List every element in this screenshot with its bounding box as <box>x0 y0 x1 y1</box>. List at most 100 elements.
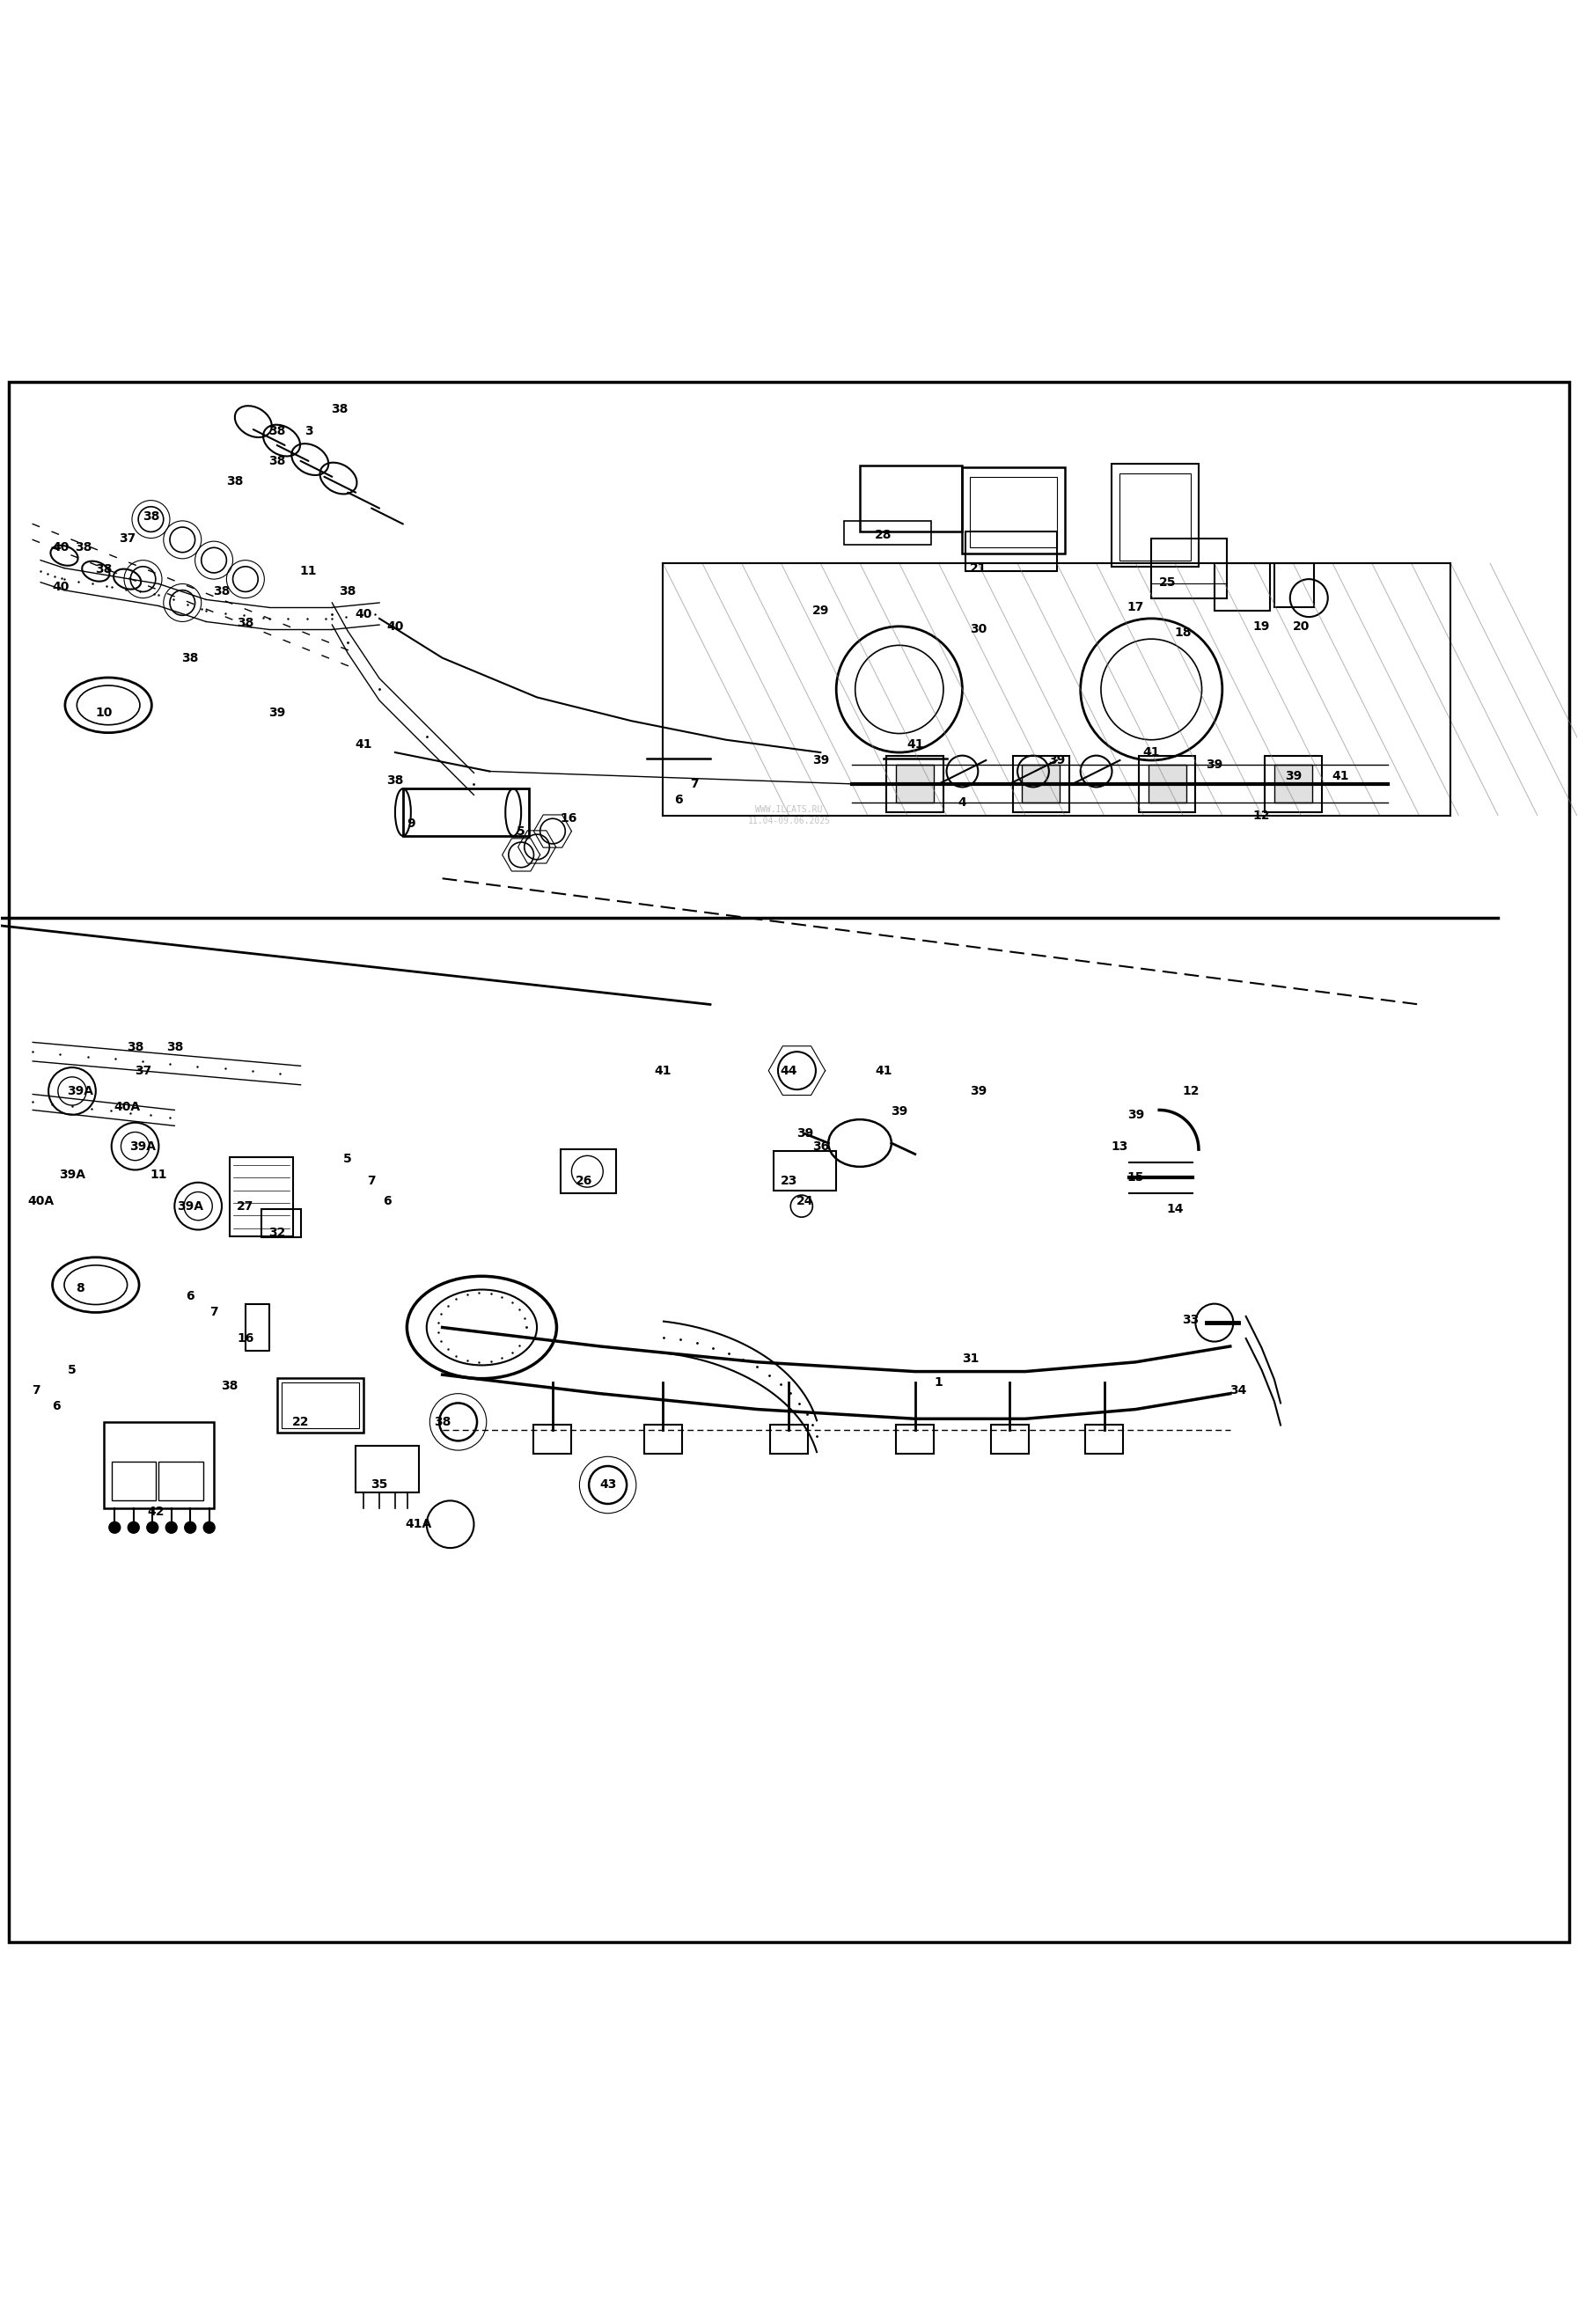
Text: 20: 20 <box>1292 621 1310 632</box>
Text: 39: 39 <box>797 1127 813 1139</box>
Text: 39: 39 <box>969 1085 986 1097</box>
Bar <box>1139 755 1196 813</box>
Bar <box>644 1425 682 1452</box>
Bar <box>1152 539 1228 597</box>
Text: 34: 34 <box>1229 1385 1247 1397</box>
Text: 38: 38 <box>268 425 286 437</box>
Text: 9: 9 <box>407 818 415 830</box>
Text: 39: 39 <box>1048 753 1065 767</box>
Text: 38: 38 <box>95 562 112 576</box>
Text: 38: 38 <box>434 1415 451 1427</box>
Bar <box>860 465 963 532</box>
Text: 26: 26 <box>576 1174 593 1188</box>
Text: 38: 38 <box>221 1380 238 1392</box>
Text: 40: 40 <box>355 607 372 621</box>
Bar <box>1266 755 1321 813</box>
Text: 38: 38 <box>237 618 254 630</box>
Text: 5: 5 <box>68 1364 76 1376</box>
Bar <box>1112 465 1199 567</box>
Text: 22: 22 <box>292 1415 309 1427</box>
Text: 28: 28 <box>874 530 892 541</box>
Text: 40: 40 <box>52 581 69 593</box>
Text: 6: 6 <box>52 1399 60 1413</box>
Text: 7: 7 <box>32 1385 39 1397</box>
Bar <box>963 467 1065 553</box>
Bar <box>159 1462 204 1501</box>
Bar <box>844 521 931 544</box>
Text: 39A: 39A <box>177 1199 204 1213</box>
Text: 21: 21 <box>969 562 986 574</box>
Text: 38: 38 <box>226 476 243 488</box>
Text: 13: 13 <box>1111 1141 1128 1153</box>
Text: 40: 40 <box>52 541 69 553</box>
Text: 39: 39 <box>892 1106 907 1118</box>
Text: 33: 33 <box>1182 1313 1199 1325</box>
Bar <box>1013 755 1070 813</box>
Text: 39: 39 <box>1284 769 1302 783</box>
Text: 16: 16 <box>237 1332 254 1346</box>
Text: 38: 38 <box>126 1041 144 1053</box>
Text: 41: 41 <box>906 739 923 751</box>
Text: 41A: 41A <box>406 1518 432 1532</box>
Text: 31: 31 <box>961 1353 978 1364</box>
Bar <box>281 1383 358 1429</box>
Text: 40A: 40A <box>114 1102 140 1113</box>
Bar <box>896 765 934 802</box>
Bar <box>1086 1425 1124 1452</box>
Bar <box>1023 765 1060 802</box>
Text: 38: 38 <box>213 586 230 597</box>
Bar <box>970 476 1057 548</box>
Text: 38: 38 <box>142 509 159 523</box>
Bar <box>770 1425 808 1452</box>
Text: 7: 7 <box>368 1174 376 1188</box>
Bar <box>991 1425 1029 1452</box>
Text: 38: 38 <box>181 651 199 665</box>
Text: 11: 11 <box>300 565 317 576</box>
Circle shape <box>147 1522 159 1534</box>
Text: 29: 29 <box>813 604 828 616</box>
Text: 27: 27 <box>237 1199 254 1213</box>
Text: 32: 32 <box>268 1227 286 1239</box>
Text: 36: 36 <box>813 1141 828 1153</box>
Text: 38: 38 <box>331 402 349 416</box>
Text: 10: 10 <box>95 706 112 718</box>
Text: 41: 41 <box>655 1064 672 1076</box>
Circle shape <box>185 1522 197 1534</box>
Text: 16: 16 <box>560 813 578 825</box>
Bar <box>966 532 1057 572</box>
Text: 41: 41 <box>1332 769 1349 783</box>
Bar <box>355 1446 418 1492</box>
Text: 43: 43 <box>600 1478 617 1492</box>
Text: 24: 24 <box>797 1195 813 1208</box>
Text: WWW.ILCATS.RU
11.04-09.06.2025: WWW.ILCATS.RU 11.04-09.06.2025 <box>748 806 830 825</box>
Text: 37: 37 <box>134 1064 151 1076</box>
Circle shape <box>128 1522 140 1534</box>
Text: 7: 7 <box>210 1306 218 1318</box>
Text: 41: 41 <box>874 1064 892 1076</box>
Text: 39: 39 <box>1206 760 1223 772</box>
Bar <box>402 788 529 837</box>
Bar <box>278 1378 363 1434</box>
Text: 39A: 39A <box>58 1169 85 1181</box>
Text: 25: 25 <box>1158 576 1176 588</box>
Text: 15: 15 <box>1127 1171 1144 1183</box>
Bar <box>1275 765 1311 802</box>
Bar <box>104 1422 215 1508</box>
Text: 6: 6 <box>674 792 683 806</box>
Text: 18: 18 <box>1174 627 1191 639</box>
Bar <box>1215 562 1270 611</box>
Bar <box>887 755 944 813</box>
Text: 30: 30 <box>969 623 986 637</box>
Bar <box>1120 474 1191 560</box>
Text: 7: 7 <box>690 779 699 790</box>
Bar <box>773 1150 836 1190</box>
Bar <box>1149 765 1187 802</box>
Text: 40A: 40A <box>27 1195 54 1208</box>
Text: 39: 39 <box>813 753 828 767</box>
Text: 5: 5 <box>344 1153 352 1164</box>
Text: 14: 14 <box>1166 1204 1184 1215</box>
Text: 1: 1 <box>934 1376 944 1390</box>
Text: 17: 17 <box>1127 602 1144 614</box>
Text: 35: 35 <box>371 1478 388 1492</box>
Bar <box>1275 562 1313 607</box>
